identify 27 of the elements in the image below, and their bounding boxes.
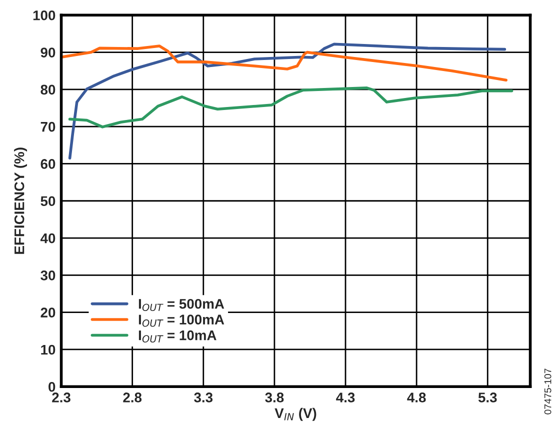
line-series: [68, 42, 506, 160]
y-tick-label: 10: [41, 344, 56, 355]
y-tick-label: 90: [40, 48, 56, 58]
y-axis-title: EFFICIENCY (%): [14, 148, 27, 254]
line-series: [61, 44, 508, 82]
x-tick-label: 2.3: [52, 392, 70, 402]
x-tick-label: 4.8: [407, 392, 426, 402]
y-tick-label: 40: [40, 233, 56, 244]
text: 07475-107: [544, 368, 552, 414]
x-axis-title: V$_{IN}$ (V): [274, 408, 316, 421]
y-tick-label: 100: [33, 10, 56, 20]
legend-label: I$_{OUT}$ = 500mA: [138, 298, 224, 312]
y-tick-label: 70: [40, 122, 56, 132]
y-tick-label: 0: [48, 382, 56, 392]
x-tick-label: 3.3: [194, 392, 213, 402]
x-tick-label: 4.3: [336, 392, 355, 402]
y-tick-label: 60: [40, 159, 56, 169]
x-tick-label: 2.8: [123, 392, 142, 402]
y-tick-label: 80: [40, 84, 56, 95]
legend-label: I$_{OUT}$ = 100mA: [138, 314, 224, 327]
legend-label: I$_{OUT}$ = 10mA: [138, 330, 216, 343]
line-series: [68, 86, 514, 128]
y-tick-label: 50: [40, 196, 56, 206]
y-tick-label: 20: [40, 308, 56, 318]
x-tick-label: 3.8: [265, 392, 284, 402]
y-tick-label: 30: [40, 270, 56, 280]
x-tick-label: 5.3: [478, 392, 497, 402]
